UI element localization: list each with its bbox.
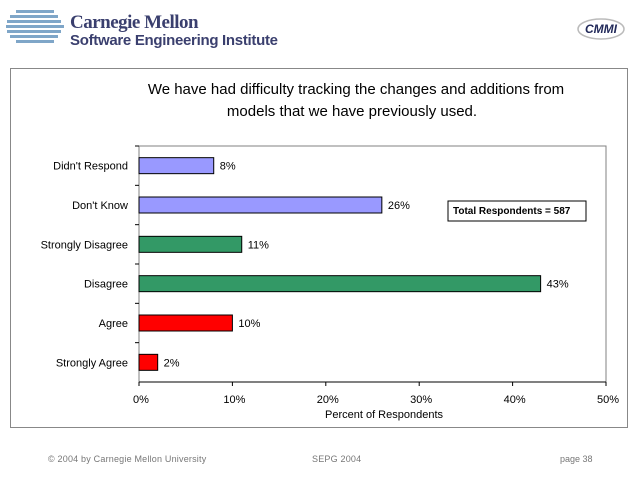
x-tick-label-5: 50%	[597, 394, 619, 406]
total-respondents-label: Total Respondents = 587	[453, 206, 571, 217]
org-name: Carnegie Mellon	[70, 12, 199, 33]
chart-title: We have had difficulty tracking the chan…	[148, 81, 564, 120]
category-label-0: Didn't Respond	[53, 161, 128, 173]
value-label-1: 26%	[388, 200, 410, 212]
x-axis-label: Percent of Respondents	[325, 409, 444, 421]
value-label-5: 2%	[164, 357, 180, 369]
plot-area	[135, 145, 607, 383]
chart-title-line-1: We have had difficulty tracking the chan…	[148, 81, 564, 98]
x-axis: 0% 10% 20% 30% 40% 50%	[133, 381, 619, 406]
bar-5	[138, 353, 159, 371]
category-label-5: Strongly Agree	[56, 357, 128, 369]
x-tick-label-3: 30%	[410, 394, 432, 406]
value-labels: 8% 26% 11% 43% 10% 2%	[164, 161, 569, 370]
institute-name: Software Engineering Institute	[70, 32, 278, 49]
total-respondents-box: Total Respondents = 587	[447, 200, 587, 222]
x-tick-label-0: 0%	[133, 394, 149, 406]
category-label-3: Disagree	[84, 279, 128, 291]
category-labels: Didn't Respond Don't Know Strongly Disagre…	[41, 161, 128, 370]
value-label-3: 43%	[547, 279, 569, 291]
bar-1	[138, 196, 383, 214]
x-tick-label-4: 40%	[504, 394, 526, 406]
bar-3	[138, 275, 542, 293]
value-label-4: 10%	[238, 318, 260, 330]
footer-conference: SEPG 2004	[312, 454, 362, 464]
footer-page-number: page 38	[560, 454, 593, 464]
category-label-2: Strongly Disagree	[41, 239, 128, 251]
chart-title-line-2: models that we have previously used.	[227, 103, 477, 120]
category-label-4: Agree	[99, 318, 128, 330]
plot-border	[138, 145, 607, 383]
chart-frame	[10, 68, 628, 428]
x-tick-label-1: 10%	[223, 394, 245, 406]
category-label-1: Don't Know	[72, 200, 128, 212]
x-tick-label-2: 20%	[317, 394, 339, 406]
slide-header: Carnegie Mellon Software Engineering Ins…	[0, 0, 640, 62]
value-label-2: 11%	[248, 239, 269, 251]
cmmi-logo-text: CMMI	[585, 22, 618, 36]
value-label-0: 8%	[220, 161, 236, 173]
bar-2	[138, 235, 243, 253]
cmmi-logo-icon: CMMI	[577, 18, 625, 40]
cmu-logo-icon	[6, 10, 64, 43]
bar-4	[138, 314, 233, 332]
footer-copyright: © 2004 by Carnegie Mellon University	[48, 454, 207, 464]
bar-0	[138, 157, 215, 175]
bars	[138, 157, 542, 371]
